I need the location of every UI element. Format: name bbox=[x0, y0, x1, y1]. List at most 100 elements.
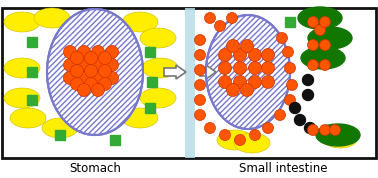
FancyArrow shape bbox=[200, 65, 216, 79]
Circle shape bbox=[276, 33, 288, 43]
Circle shape bbox=[314, 25, 325, 35]
Circle shape bbox=[195, 49, 206, 61]
Circle shape bbox=[218, 75, 231, 88]
Bar bbox=[285, 17, 295, 27]
Ellipse shape bbox=[298, 7, 342, 29]
Ellipse shape bbox=[4, 12, 40, 32]
Circle shape bbox=[319, 124, 330, 135]
Circle shape bbox=[85, 51, 98, 64]
Circle shape bbox=[234, 135, 245, 145]
Circle shape bbox=[218, 62, 231, 75]
Circle shape bbox=[262, 122, 274, 134]
Circle shape bbox=[248, 48, 262, 62]
Circle shape bbox=[204, 122, 215, 134]
Circle shape bbox=[99, 51, 112, 64]
Bar bbox=[27, 95, 37, 105]
Circle shape bbox=[99, 64, 112, 77]
Circle shape bbox=[302, 90, 313, 101]
Circle shape bbox=[262, 62, 274, 75]
Circle shape bbox=[330, 124, 341, 135]
Circle shape bbox=[91, 83, 104, 96]
Circle shape bbox=[249, 130, 260, 140]
Circle shape bbox=[195, 109, 206, 121]
Circle shape bbox=[91, 59, 104, 72]
Circle shape bbox=[64, 46, 76, 59]
Ellipse shape bbox=[140, 28, 176, 48]
Bar bbox=[55, 130, 65, 140]
Ellipse shape bbox=[308, 27, 352, 49]
Ellipse shape bbox=[42, 118, 78, 138]
Circle shape bbox=[105, 72, 118, 85]
FancyArrow shape bbox=[164, 65, 186, 79]
Circle shape bbox=[234, 48, 246, 62]
Circle shape bbox=[99, 77, 112, 90]
Ellipse shape bbox=[206, 15, 290, 129]
Circle shape bbox=[282, 46, 293, 57]
Circle shape bbox=[77, 83, 90, 96]
Bar bbox=[147, 77, 157, 87]
Circle shape bbox=[91, 46, 104, 59]
Ellipse shape bbox=[4, 88, 40, 108]
Circle shape bbox=[195, 64, 206, 75]
Circle shape bbox=[71, 51, 84, 64]
Circle shape bbox=[64, 59, 76, 72]
Circle shape bbox=[85, 77, 98, 90]
Circle shape bbox=[226, 40, 240, 53]
Circle shape bbox=[319, 17, 330, 27]
Circle shape bbox=[226, 12, 237, 23]
Circle shape bbox=[77, 59, 90, 72]
Circle shape bbox=[77, 46, 90, 59]
Circle shape bbox=[195, 95, 206, 106]
Circle shape bbox=[248, 75, 262, 88]
Circle shape bbox=[195, 35, 206, 46]
Circle shape bbox=[285, 95, 296, 106]
Circle shape bbox=[262, 75, 274, 88]
Ellipse shape bbox=[10, 108, 46, 128]
Circle shape bbox=[262, 48, 274, 62]
Circle shape bbox=[234, 62, 246, 75]
Ellipse shape bbox=[301, 47, 345, 69]
Circle shape bbox=[91, 72, 104, 85]
Bar bbox=[27, 67, 37, 77]
Circle shape bbox=[290, 103, 301, 114]
Ellipse shape bbox=[142, 58, 178, 78]
Circle shape bbox=[105, 46, 118, 59]
Circle shape bbox=[287, 80, 297, 90]
Circle shape bbox=[285, 62, 296, 74]
Circle shape bbox=[204, 12, 215, 23]
Circle shape bbox=[226, 83, 240, 96]
Circle shape bbox=[302, 75, 313, 85]
Ellipse shape bbox=[234, 133, 270, 153]
Circle shape bbox=[85, 64, 98, 77]
Circle shape bbox=[305, 122, 316, 134]
Bar bbox=[145, 47, 155, 57]
Bar bbox=[110, 135, 120, 145]
Circle shape bbox=[64, 72, 76, 85]
Circle shape bbox=[307, 17, 319, 27]
Circle shape bbox=[77, 72, 90, 85]
Circle shape bbox=[294, 114, 305, 125]
Bar bbox=[145, 103, 155, 113]
Ellipse shape bbox=[140, 88, 176, 108]
Circle shape bbox=[105, 59, 118, 72]
Circle shape bbox=[319, 40, 330, 51]
Text: Small intestine: Small intestine bbox=[239, 161, 327, 174]
Ellipse shape bbox=[122, 12, 158, 32]
Circle shape bbox=[71, 64, 84, 77]
Ellipse shape bbox=[217, 130, 253, 150]
Circle shape bbox=[240, 83, 254, 96]
Circle shape bbox=[218, 48, 231, 62]
Ellipse shape bbox=[316, 124, 360, 146]
Circle shape bbox=[307, 124, 319, 135]
Bar bbox=[185, 8, 195, 158]
Bar bbox=[2, 8, 376, 158]
Bar bbox=[27, 37, 37, 47]
Circle shape bbox=[248, 62, 262, 75]
Circle shape bbox=[307, 40, 319, 51]
Ellipse shape bbox=[47, 9, 143, 135]
Ellipse shape bbox=[4, 58, 40, 78]
Circle shape bbox=[307, 59, 319, 70]
Circle shape bbox=[274, 109, 285, 121]
Text: Stomach: Stomach bbox=[69, 161, 121, 174]
Circle shape bbox=[71, 77, 84, 90]
